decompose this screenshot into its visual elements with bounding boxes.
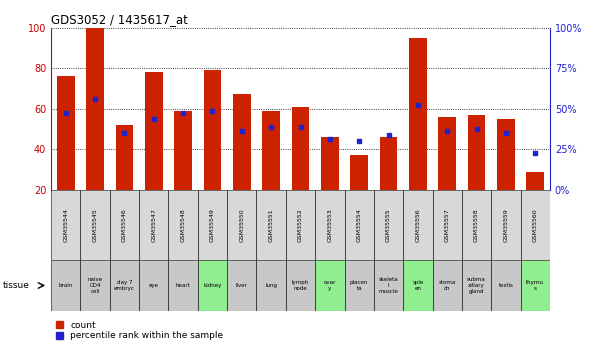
Bar <box>168 260 198 310</box>
Bar <box>57 76 75 190</box>
Bar <box>145 72 163 190</box>
Text: brain: brain <box>59 283 73 288</box>
Text: GSM35549: GSM35549 <box>210 208 215 242</box>
Bar <box>344 260 374 310</box>
Bar <box>520 260 550 310</box>
Text: GSM35552: GSM35552 <box>298 208 303 242</box>
Bar <box>227 190 257 260</box>
Text: GSM35554: GSM35554 <box>356 208 362 242</box>
Bar <box>110 190 139 260</box>
Text: GSM35553: GSM35553 <box>328 208 332 242</box>
Bar <box>198 260 227 310</box>
Bar <box>51 260 81 310</box>
Bar <box>526 171 544 190</box>
Text: GSM35551: GSM35551 <box>269 208 273 242</box>
Text: stoma
ch: stoma ch <box>439 280 456 291</box>
Bar <box>380 137 397 190</box>
Bar <box>87 28 104 190</box>
Bar <box>227 260 257 310</box>
Text: GSM35557: GSM35557 <box>445 208 450 242</box>
Bar <box>257 190 286 260</box>
Bar <box>462 260 491 310</box>
Bar <box>403 190 433 260</box>
Bar <box>468 115 486 190</box>
Text: subma
xillary
gland: subma xillary gland <box>467 277 486 294</box>
Text: GSM35550: GSM35550 <box>239 208 245 242</box>
Bar <box>286 260 315 310</box>
Bar <box>462 190 491 260</box>
Bar <box>51 190 81 260</box>
Bar <box>433 260 462 310</box>
Text: sple
en: sple en <box>412 280 424 291</box>
Text: day 7
embryc: day 7 embryc <box>114 280 135 291</box>
Text: placen
ta: placen ta <box>350 280 368 291</box>
Bar <box>321 137 338 190</box>
Bar <box>81 190 110 260</box>
Bar <box>350 155 368 190</box>
Bar <box>139 260 168 310</box>
Bar <box>110 260 139 310</box>
Text: testis: testis <box>498 283 513 288</box>
Text: GSM35547: GSM35547 <box>151 208 156 242</box>
Bar <box>315 190 344 260</box>
Text: GDS3052 / 1435617_at: GDS3052 / 1435617_at <box>51 13 188 27</box>
Text: heart: heart <box>175 283 191 288</box>
Text: GSM35558: GSM35558 <box>474 208 479 242</box>
Bar <box>139 190 168 260</box>
Text: naive
CD4
cell: naive CD4 cell <box>88 277 103 294</box>
Bar <box>520 190 550 260</box>
Bar <box>374 260 403 310</box>
Legend: count, percentile rank within the sample: count, percentile rank within the sample <box>56 321 223 341</box>
Bar <box>403 260 433 310</box>
Text: lymph
node: lymph node <box>292 280 309 291</box>
Text: GSM35556: GSM35556 <box>415 208 420 242</box>
Text: GSM35559: GSM35559 <box>504 208 508 242</box>
Bar <box>409 38 427 190</box>
Bar <box>438 117 456 190</box>
Text: GSM35560: GSM35560 <box>532 208 538 242</box>
Text: ovar
y: ovar y <box>324 280 336 291</box>
Bar <box>491 260 520 310</box>
Bar <box>344 190 374 260</box>
Bar <box>286 190 315 260</box>
Text: GSM35546: GSM35546 <box>122 208 127 242</box>
Bar <box>168 190 198 260</box>
Text: GSM35555: GSM35555 <box>386 208 391 242</box>
Text: GSM35545: GSM35545 <box>93 208 97 242</box>
Text: kidney: kidney <box>203 283 222 288</box>
Bar <box>433 190 462 260</box>
Bar <box>263 111 280 190</box>
Bar <box>81 260 110 310</box>
Bar <box>291 107 310 190</box>
Text: thymu
s: thymu s <box>526 280 544 291</box>
Bar <box>115 125 133 190</box>
Text: GSM35548: GSM35548 <box>181 208 186 242</box>
Text: lung: lung <box>265 283 277 288</box>
Bar <box>174 111 192 190</box>
Bar <box>198 190 227 260</box>
Bar <box>233 95 251 190</box>
Text: liver: liver <box>236 283 248 288</box>
Bar <box>204 70 221 190</box>
Text: skeleta
l
muscle: skeleta l muscle <box>379 277 398 294</box>
Bar <box>315 260 344 310</box>
Text: tissue: tissue <box>3 281 30 290</box>
Bar <box>374 190 403 260</box>
Bar <box>257 260 286 310</box>
Text: GSM35544: GSM35544 <box>63 208 69 242</box>
Bar <box>497 119 514 190</box>
Bar <box>491 190 520 260</box>
Text: eye: eye <box>149 283 159 288</box>
